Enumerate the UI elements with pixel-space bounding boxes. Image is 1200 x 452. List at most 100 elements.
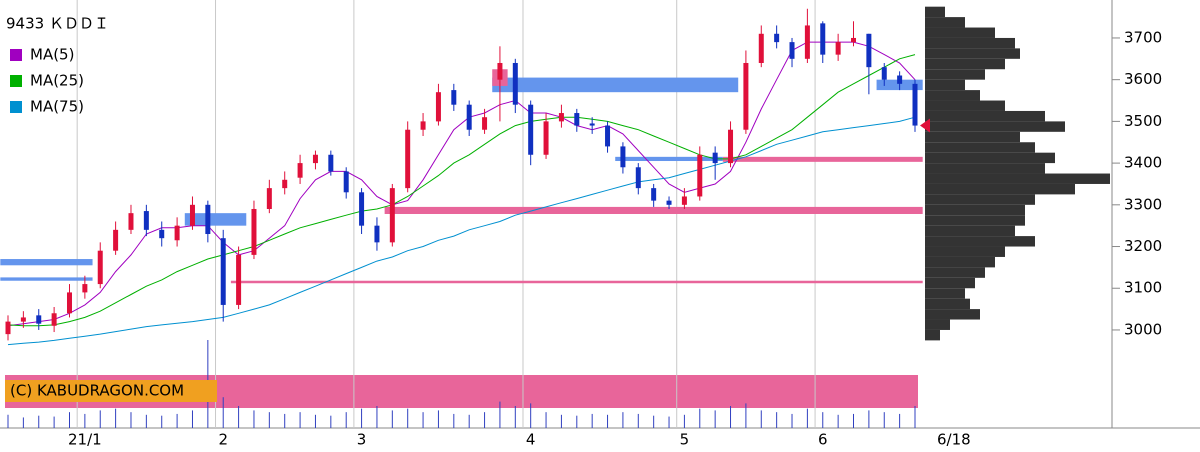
candle-body bbox=[482, 117, 488, 130]
profile-bar bbox=[925, 6, 945, 18]
profile-bar bbox=[925, 100, 1005, 111]
candle-body bbox=[912, 83, 918, 126]
candle-body bbox=[451, 90, 457, 105]
price-zone bbox=[184, 213, 247, 226]
legend-label: MA(25) bbox=[30, 72, 84, 90]
candle-body bbox=[143, 211, 149, 230]
candle-body bbox=[605, 125, 611, 147]
candle-body bbox=[589, 123, 595, 126]
x-tick-label: 21/1 bbox=[68, 431, 102, 449]
profile-bar bbox=[925, 204, 1025, 216]
profile-bar bbox=[925, 48, 1020, 59]
candle-body bbox=[743, 62, 749, 130]
candle-body bbox=[220, 238, 226, 305]
legend-swatch bbox=[10, 75, 22, 87]
price-zone bbox=[384, 206, 923, 214]
candle-body bbox=[66, 292, 72, 314]
candle-body bbox=[543, 121, 549, 155]
candle-body bbox=[51, 313, 57, 326]
candle-body bbox=[635, 167, 641, 189]
legend-label: MA(75) bbox=[30, 98, 84, 116]
candle-body bbox=[159, 229, 165, 239]
candle-body bbox=[405, 129, 411, 189]
candle-body bbox=[328, 154, 334, 172]
watermark: (C) KABUDRAGON.COM bbox=[10, 382, 184, 400]
profile-bar bbox=[925, 163, 1045, 174]
profile-bar bbox=[925, 267, 985, 278]
candle-body bbox=[128, 213, 134, 230]
legend-swatch bbox=[10, 49, 22, 61]
candle-body bbox=[758, 33, 764, 63]
legend-label: MA(5) bbox=[30, 46, 74, 64]
candle-body bbox=[789, 42, 795, 59]
candle-body bbox=[620, 146, 626, 168]
price-zone bbox=[492, 77, 739, 93]
candle-body bbox=[251, 208, 257, 255]
profile-bar bbox=[925, 183, 1075, 195]
candle-body bbox=[359, 192, 365, 226]
ma-line bbox=[7, 54, 916, 327]
candle-body bbox=[113, 229, 119, 251]
candle-body bbox=[697, 154, 703, 197]
profile-bar bbox=[925, 131, 1020, 143]
y-tick-label: 3100 bbox=[1124, 279, 1162, 297]
watermark-box bbox=[5, 380, 217, 402]
candle-body bbox=[36, 315, 42, 324]
candle-body bbox=[897, 75, 903, 84]
price-zone bbox=[615, 156, 723, 162]
profile-bar bbox=[925, 121, 1065, 132]
y-tick-label: 3000 bbox=[1124, 320, 1162, 338]
x-tick-label: 5 bbox=[680, 431, 690, 449]
y-tick-label: 3200 bbox=[1124, 237, 1162, 255]
candle-body bbox=[466, 104, 472, 130]
profile-bar bbox=[925, 246, 1005, 257]
profile-bar bbox=[925, 90, 980, 101]
ma-line bbox=[7, 116, 916, 346]
y-tick-label: 3600 bbox=[1124, 70, 1162, 88]
candle-body bbox=[374, 225, 380, 243]
x-tick-label: 4 bbox=[526, 431, 536, 449]
x-tick-label: 6 bbox=[818, 431, 828, 449]
x-tick-label: 6/18 bbox=[937, 431, 971, 449]
y-tick-label: 3500 bbox=[1124, 112, 1162, 130]
candle-body bbox=[528, 104, 534, 155]
candle-body bbox=[435, 92, 441, 122]
candle-body bbox=[97, 250, 103, 285]
profile-bar bbox=[925, 236, 1035, 247]
y-tick-label: 3700 bbox=[1124, 28, 1162, 46]
profile-bar bbox=[925, 288, 965, 299]
profile-bar bbox=[925, 27, 995, 38]
candle-body bbox=[558, 113, 564, 122]
candle-body bbox=[282, 179, 288, 189]
candle-body bbox=[574, 113, 580, 126]
price-zone bbox=[722, 156, 923, 162]
chart-title: 9433 ＫＤＤＩ bbox=[6, 15, 109, 33]
candle-body bbox=[205, 204, 211, 235]
profile-bar bbox=[925, 37, 1015, 49]
candle-body bbox=[651, 188, 657, 201]
profile-bar bbox=[925, 309, 980, 320]
candle-body bbox=[866, 33, 872, 68]
candle-body bbox=[497, 62, 503, 80]
candle-body bbox=[728, 129, 734, 164]
price-zone bbox=[230, 280, 923, 284]
candle-body bbox=[389, 188, 395, 243]
candle-body bbox=[712, 152, 718, 164]
price-zone bbox=[0, 259, 93, 266]
profile-bar bbox=[925, 215, 1025, 226]
y-tick-label: 3400 bbox=[1124, 154, 1162, 172]
profile-bar bbox=[925, 17, 965, 28]
x-tick-label: 2 bbox=[218, 431, 228, 449]
profile-bar bbox=[925, 329, 940, 341]
y-tick-label: 3300 bbox=[1124, 195, 1162, 213]
candle-body bbox=[5, 321, 11, 335]
profile-bar bbox=[925, 194, 1035, 205]
candle-body bbox=[774, 33, 780, 43]
candle-body bbox=[20, 317, 26, 322]
legend-swatch bbox=[10, 101, 22, 113]
candle-body bbox=[266, 188, 272, 209]
profile-bar bbox=[925, 58, 1005, 70]
candle-body bbox=[881, 67, 887, 80]
candle-body bbox=[804, 25, 810, 59]
